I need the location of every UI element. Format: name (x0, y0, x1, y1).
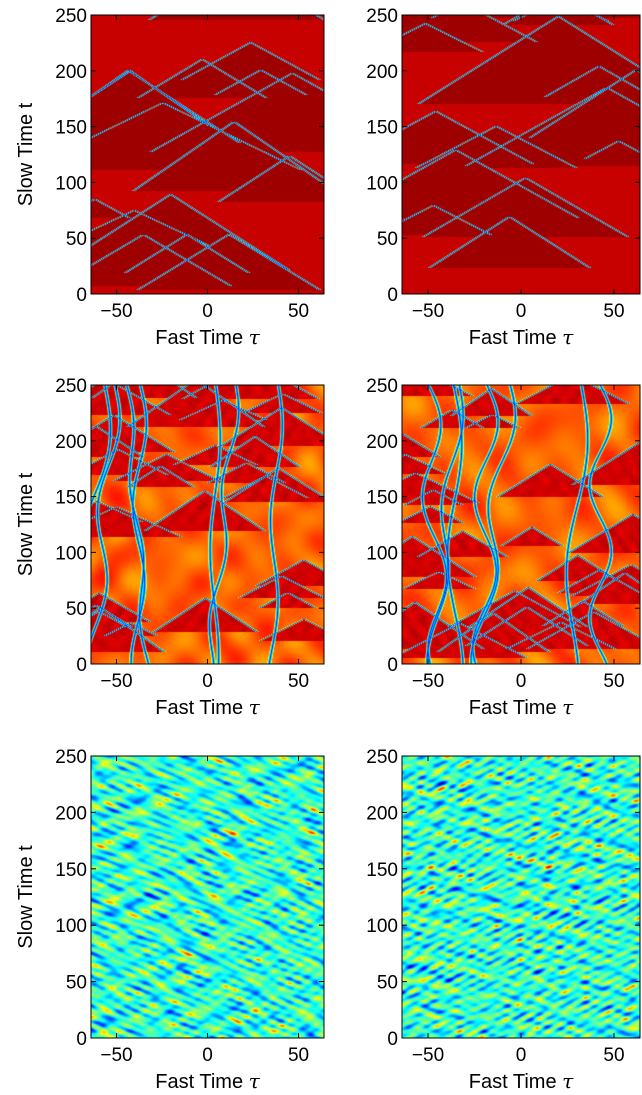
x-axis-label: Fast Time τ (155, 695, 260, 719)
x-tick-label: 50 (603, 301, 624, 322)
x-tick-label: 50 (288, 301, 309, 322)
heatmap-image (402, 385, 640, 664)
heatmap-image (91, 15, 324, 294)
x-tick-label: 50 (288, 671, 309, 692)
y-tick-label: 250 (366, 747, 398, 768)
y-tick-label: 0 (76, 1029, 87, 1050)
y-tick-label: 200 (55, 432, 87, 453)
y-tick-label: 250 (55, 747, 87, 768)
y-tick-label: 0 (387, 1029, 398, 1050)
panel-3: −50 0 50 0 50 100 150 200 250 Fast Time τ Slow Tim… (15, 376, 325, 719)
panel-4: −50 0 50 0 50 100 150 200 250 Fast Time τ (366, 376, 641, 719)
y-tick-label: 250 (366, 6, 398, 27)
y-tick-label: 100 (55, 916, 87, 937)
y-tick-label: 50 (377, 973, 398, 994)
y-tick-label: 100 (366, 173, 398, 194)
heatmap-image (91, 385, 324, 664)
x-tick-label: 0 (202, 301, 213, 322)
y-axis-label: Slow Time t (15, 102, 37, 206)
y-tick-label: 150 (366, 488, 398, 509)
y-tick-label: 200 (366, 432, 398, 453)
y-tick-label: 250 (366, 376, 398, 397)
y-tick-label: 50 (377, 599, 398, 620)
x-axis-label: Fast Time τ (155, 325, 260, 349)
y-tick-label: 50 (66, 229, 87, 250)
heatmap-image (91, 756, 324, 1038)
x-axis-label: Fast Time τ (155, 1069, 260, 1093)
x-tick-label: 0 (202, 671, 213, 692)
heatmap-image (402, 756, 640, 1038)
y-tick-label: 100 (366, 916, 398, 937)
panel-5: −50 0 50 0 50 100 150 200 250 Fast Time τ Slow Tim… (15, 747, 325, 1093)
y-tick-label: 200 (55, 62, 87, 83)
y-tick-label: 50 (66, 599, 87, 620)
y-tick-label: 250 (55, 376, 87, 397)
x-tick-label: 50 (288, 1045, 309, 1066)
y-tick-label: 100 (55, 173, 87, 194)
x-tick-label: −50 (412, 301, 444, 322)
y-tick-label: 200 (366, 803, 398, 824)
x-tick-label: 50 (603, 1045, 624, 1066)
panel-6: −50 0 50 0 50 100 150 200 250 Fast Time τ (366, 747, 641, 1093)
y-tick-label: 0 (387, 655, 398, 676)
x-axis-label: Fast Time τ (469, 325, 574, 349)
x-tick-label: −50 (100, 671, 132, 692)
y-tick-label: 0 (76, 285, 87, 306)
y-tick-label: 50 (66, 973, 87, 994)
x-axis-label: Fast Time τ (469, 1069, 574, 1093)
x-tick-label: 0 (516, 1045, 527, 1066)
y-tick-label: 100 (366, 543, 398, 564)
y-tick-label: 200 (55, 803, 87, 824)
x-tick-label: 0 (202, 1045, 213, 1066)
x-tick-label: −50 (412, 671, 444, 692)
y-tick-label: 150 (366, 118, 398, 139)
panel-1: −50 0 50 0 50 100 150 200 250 Fast Time τ Slow Tim… (15, 6, 325, 349)
panel-2: −50 0 50 0 50 100 150 200 250 Fast Time τ (366, 6, 641, 349)
x-tick-label: −50 (100, 301, 132, 322)
y-tick-label: 150 (366, 860, 398, 881)
y-tick-label: 150 (55, 860, 87, 881)
x-tick-label: 50 (603, 671, 624, 692)
y-tick-label: 150 (55, 488, 87, 509)
y-tick-label: 0 (387, 285, 398, 306)
y-tick-label: 0 (76, 655, 87, 676)
x-tick-label: 0 (516, 301, 527, 322)
x-tick-label: −50 (412, 1045, 444, 1066)
x-tick-label: −50 (100, 1045, 132, 1066)
y-axis-label: Slow Time t (15, 472, 37, 576)
y-tick-label: 250 (55, 6, 87, 27)
y-tick-label: 50 (377, 229, 398, 250)
x-axis-label: Fast Time τ (469, 695, 574, 719)
y-tick-label: 150 (55, 118, 87, 139)
heatmap-image (402, 15, 640, 294)
y-tick-label: 100 (55, 543, 87, 564)
y-tick-label: 200 (366, 62, 398, 83)
x-tick-label: 0 (516, 671, 527, 692)
y-axis-label: Slow Time t (15, 845, 37, 949)
